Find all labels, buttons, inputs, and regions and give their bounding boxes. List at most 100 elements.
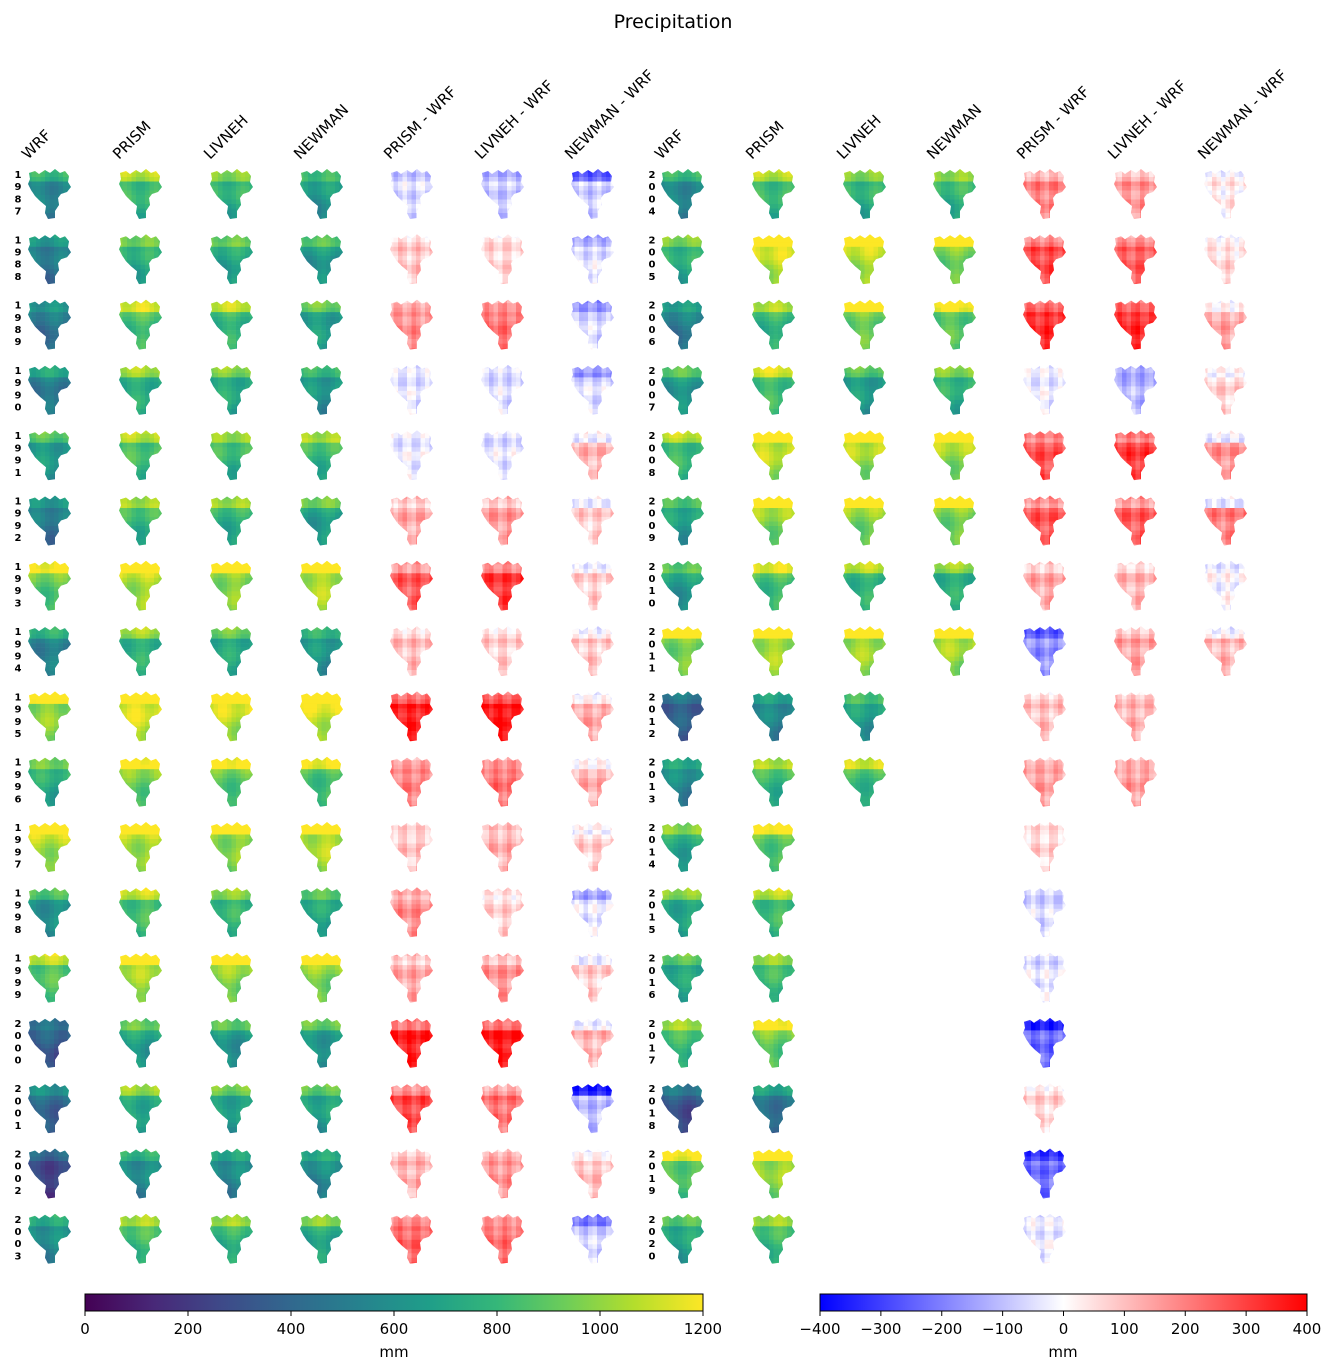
svg-text:8: 8	[649, 1121, 656, 1132]
svg-text:1: 1	[15, 562, 22, 573]
svg-text:2: 2	[649, 823, 656, 834]
map-panel	[210, 952, 253, 1003]
map-panel	[390, 952, 433, 1003]
map-panel	[843, 430, 886, 481]
map-panel	[661, 952, 704, 1003]
svg-text:1: 1	[649, 1174, 656, 1185]
column-header: LIVNEH - WRF	[1104, 77, 1190, 163]
svg-text:2: 2	[15, 1019, 22, 1030]
svg-text:4: 4	[649, 207, 656, 218]
svg-text:0: 0	[15, 1162, 22, 1173]
svg-text:0: 0	[649, 194, 656, 205]
svg-text:8: 8	[15, 272, 22, 283]
map-panel	[119, 1083, 162, 1134]
svg-text:0: 0	[649, 182, 656, 193]
colorbar-tick-label: 300	[1232, 1320, 1261, 1338]
map-panel	[752, 887, 795, 938]
colorbar-tick-label: 200	[1171, 1320, 1200, 1338]
map-panel	[752, 952, 795, 1003]
map-panel	[661, 756, 704, 807]
svg-text:0: 0	[649, 1031, 656, 1042]
map-panel	[661, 299, 704, 350]
map-panel	[300, 1017, 343, 1068]
map-panel	[843, 364, 886, 415]
svg-text:0: 0	[15, 403, 22, 414]
map-panel	[28, 560, 71, 611]
map-panel	[481, 234, 524, 285]
map-panel	[28, 364, 71, 415]
colorbar-tick-label: 100	[1110, 1320, 1139, 1338]
svg-text:2: 2	[649, 431, 656, 442]
svg-text:0: 0	[649, 1162, 656, 1173]
map-panel	[481, 430, 524, 481]
map-panel	[1023, 495, 1066, 546]
svg-text:2: 2	[649, 627, 656, 638]
map-panel	[1114, 299, 1157, 350]
map-panel	[300, 169, 343, 219]
svg-text:7: 7	[15, 207, 22, 218]
svg-text:2: 2	[649, 1084, 656, 1095]
svg-text:9: 9	[649, 1186, 656, 1197]
map-panel	[481, 887, 524, 938]
svg-text:3: 3	[649, 794, 656, 805]
map-panel	[300, 626, 343, 677]
colorbar-difference-label: mm	[1048, 1343, 1077, 1361]
map-panel	[300, 495, 343, 546]
column-headers: WRF PRISM LIVNEH NEWMAN PRISM - WRF LIVNEH - …	[18, 66, 1291, 163]
svg-text:2: 2	[649, 692, 656, 703]
svg-text:9: 9	[15, 639, 22, 650]
map-panel	[1023, 560, 1066, 611]
map-panel	[28, 756, 71, 807]
map-panel	[481, 169, 524, 219]
map-panel	[28, 691, 71, 742]
colorbar-tick-label: −400	[799, 1320, 840, 1338]
svg-text:0: 0	[649, 901, 656, 912]
svg-text:2: 2	[649, 1215, 656, 1226]
map-panel	[481, 560, 524, 611]
svg-text:9: 9	[15, 990, 22, 1001]
map-panel	[752, 626, 795, 677]
svg-text:2: 2	[649, 1239, 656, 1250]
svg-text:0: 0	[649, 966, 656, 977]
map-panel	[119, 430, 162, 481]
map-panel	[1204, 364, 1247, 415]
svg-text:1: 1	[649, 1109, 656, 1120]
map-panel	[661, 1148, 704, 1199]
svg-text:9: 9	[15, 705, 22, 716]
svg-text:0: 0	[15, 1096, 22, 1107]
column-header: WRF	[18, 126, 55, 163]
map-panel	[1023, 822, 1066, 872]
colorbar-precip-label: mm	[379, 1343, 408, 1361]
map-panel	[210, 626, 253, 677]
svg-text:0: 0	[649, 770, 656, 781]
map-panel	[933, 430, 976, 481]
colorbar-difference-ticks: −400 −300 −200 −100 0 100 200 300 400	[799, 1311, 1321, 1338]
map-panel	[210, 1017, 253, 1068]
map-panel	[210, 1148, 253, 1199]
map-panel	[119, 560, 162, 611]
map-panel	[1023, 626, 1066, 677]
map-panel	[300, 560, 343, 611]
map-panel	[843, 691, 886, 742]
map-panel	[300, 234, 343, 285]
svg-text:9: 9	[15, 390, 22, 401]
svg-text:9: 9	[15, 521, 22, 532]
map-panel	[571, 822, 614, 872]
map-panel	[481, 756, 524, 807]
map-panel	[210, 887, 253, 938]
svg-text:0: 0	[649, 639, 656, 650]
map-panel	[1023, 1017, 1066, 1068]
svg-text:1: 1	[649, 913, 656, 924]
svg-text:9: 9	[15, 652, 22, 663]
colorbar-tick-label: 400	[277, 1320, 306, 1338]
map-panel	[661, 560, 704, 611]
map-panel	[571, 1148, 614, 1199]
map-panel	[1114, 691, 1157, 742]
map-panel	[390, 169, 433, 219]
